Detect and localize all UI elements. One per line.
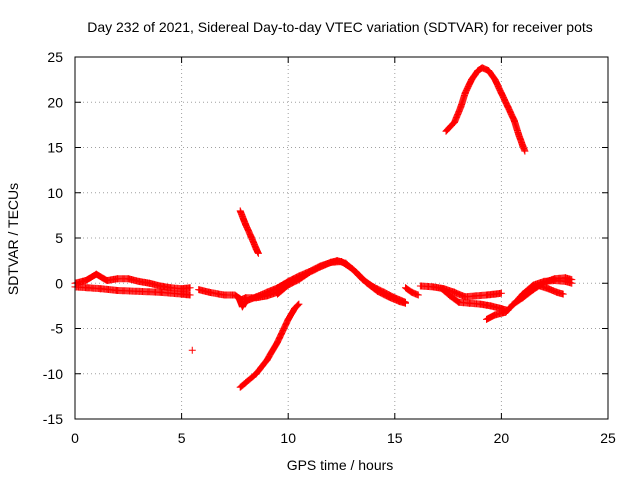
y-axis-label: SDTVAR / TECUs xyxy=(5,183,21,295)
y-tick-label: -15 xyxy=(43,411,63,427)
data-point xyxy=(284,276,303,289)
data-point xyxy=(491,289,505,298)
data-point xyxy=(338,258,356,273)
y-tick-label: 20 xyxy=(47,94,63,110)
data-point xyxy=(178,290,194,299)
data-point xyxy=(408,288,422,299)
data-point xyxy=(274,281,292,298)
data-point xyxy=(252,356,271,378)
data-point xyxy=(359,276,377,291)
data-point xyxy=(468,67,482,84)
data-point xyxy=(274,277,292,292)
data-series xyxy=(416,282,505,301)
data-point xyxy=(485,67,499,84)
data-point xyxy=(284,305,299,323)
data-point xyxy=(242,370,260,387)
data-point xyxy=(291,300,303,313)
data-series xyxy=(402,284,422,299)
data-point xyxy=(519,286,537,302)
x-tick-label: 25 xyxy=(600,430,616,446)
data-point xyxy=(553,288,567,298)
data-point xyxy=(446,292,463,306)
data-series xyxy=(442,64,529,155)
data-series xyxy=(236,300,303,391)
data-point xyxy=(295,268,313,284)
data-point xyxy=(252,245,262,257)
data-point xyxy=(561,274,576,284)
data-point xyxy=(274,315,292,346)
y-tick-label: 5 xyxy=(55,230,63,246)
data-point xyxy=(438,285,454,300)
y-tick-label: 10 xyxy=(47,185,63,201)
y-tick-label: 25 xyxy=(47,49,63,65)
data-point xyxy=(284,272,303,285)
plot-frame xyxy=(74,56,609,420)
data-point xyxy=(519,281,537,298)
data-series xyxy=(483,277,576,323)
y-tick-label: 15 xyxy=(47,140,63,156)
data-point xyxy=(178,284,194,293)
x-tick-label: 15 xyxy=(387,430,403,446)
y-tick-label: 0 xyxy=(55,275,63,291)
x-tick-label: 10 xyxy=(280,430,296,446)
data-points xyxy=(71,64,576,391)
data-point xyxy=(188,346,196,354)
data-point xyxy=(508,294,527,309)
data-point xyxy=(561,277,576,287)
data-point xyxy=(263,338,281,364)
x-tick-label: 0 xyxy=(71,430,79,446)
data-point xyxy=(391,294,409,306)
y-tick-label: -10 xyxy=(43,366,63,382)
y-tick-label: -5 xyxy=(51,321,64,337)
x-axis-label: GPS time / hours xyxy=(287,457,394,473)
x-tick-label: 20 xyxy=(494,430,510,446)
x-tick-label: 5 xyxy=(178,430,186,446)
data-series xyxy=(71,270,194,293)
data-point xyxy=(348,265,367,284)
chart-title: Day 232 of 2021, Sidereal Day-to-day VTE… xyxy=(87,19,593,35)
data-series xyxy=(274,258,409,306)
data-series xyxy=(236,207,262,257)
ticks: 0 5 10 15 20 25 -15 -10 -5 0 5 10 15 20 25 xyxy=(43,49,616,446)
data-point xyxy=(519,142,529,155)
data-series xyxy=(188,346,196,354)
data-series xyxy=(536,282,567,298)
data-series xyxy=(508,274,576,309)
grid xyxy=(75,57,608,419)
data-point xyxy=(442,118,458,135)
data-series xyxy=(71,283,194,299)
